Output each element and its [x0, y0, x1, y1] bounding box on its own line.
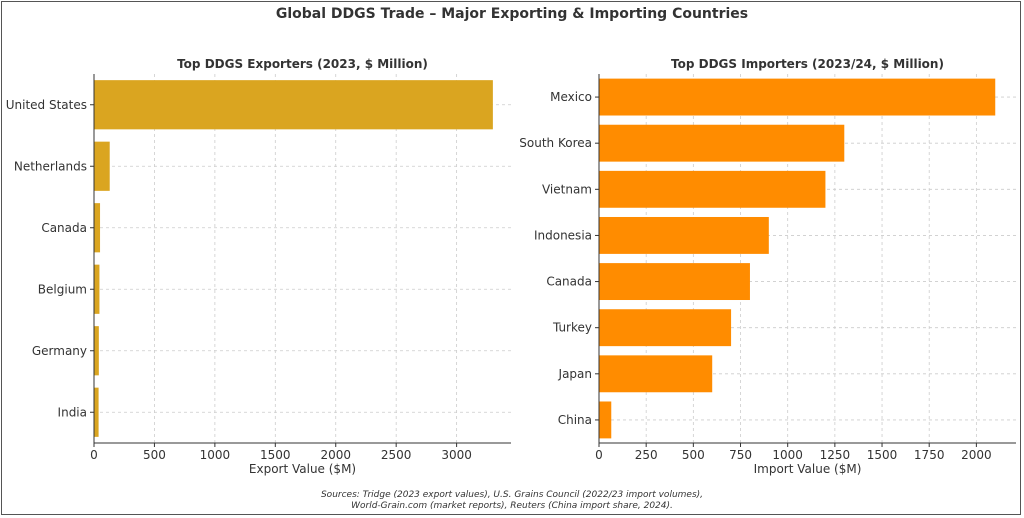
importer-bar	[599, 263, 750, 301]
sources-line-2: World-Grain.com (market reports), Reuter…	[351, 501, 673, 511]
exporter-bar	[94, 264, 100, 314]
y-tick-label: Vietnam	[542, 182, 592, 196]
x-tick-label: 2500	[381, 448, 412, 462]
x-tick-label: 1500	[867, 448, 898, 462]
x-axis-label: Import Value ($M)	[754, 462, 862, 476]
y-tick-label: South Korea	[519, 136, 592, 150]
importers-chart: Top DDGS Importers (2023/24, $ Million) 0…	[519, 57, 1016, 476]
x-tick-label: 750	[729, 448, 752, 462]
exporters-chart: Top DDGS Exporters (2023, $ Million) 0 500…	[6, 57, 511, 476]
y-tick-label: India	[58, 405, 87, 419]
sources-line-1: Sources: Tridge (2023 export values), U.…	[320, 490, 704, 500]
x-tick-label: 1250	[820, 448, 851, 462]
y-tick-label: Canada	[41, 221, 87, 235]
importer-bar	[599, 170, 826, 208]
y-tick-label: Turkey	[552, 321, 592, 335]
y-tick-label: Indonesia	[534, 228, 592, 242]
x-tick-label: 500	[143, 448, 166, 462]
importer-bar	[599, 216, 769, 254]
x-tick-label: 1500	[260, 448, 291, 462]
exporter-bar	[94, 387, 99, 437]
x-tick-label: 2000	[961, 448, 992, 462]
y-tick-label: Canada	[546, 275, 592, 289]
chart-title: Top DDGS Exporters (2023, $ Million)	[177, 57, 428, 71]
figure-title: Global DDGS Trade – Major Exporting & Im…	[275, 6, 749, 22]
exporter-bar	[94, 203, 101, 253]
y-tick-label: Germany	[32, 344, 87, 358]
y-tick-label: Belgium	[38, 282, 87, 296]
importer-bar	[599, 309, 732, 347]
exporter-bar	[94, 141, 110, 191]
x-tick-label: 0	[90, 448, 98, 462]
y-tick-label: China	[558, 413, 592, 427]
x-axis-label: Export Value ($M)	[249, 462, 356, 476]
importer-bar	[599, 124, 845, 162]
chart-title: Top DDGS Importers (2023/24, $ Million)	[671, 57, 944, 71]
x-tick-label: 0	[595, 448, 603, 462]
x-tick-label: 500	[682, 448, 705, 462]
x-tick-label: 3000	[441, 448, 472, 462]
exporter-bar	[94, 326, 99, 376]
importer-bar	[599, 78, 996, 116]
x-tick-label: 2000	[320, 448, 351, 462]
y-tick-label: United States	[6, 98, 87, 112]
y-tick-label: Mexico	[550, 90, 592, 104]
importer-bar	[599, 401, 612, 439]
x-tick-label: 1750	[914, 448, 945, 462]
exporter-bar	[94, 80, 493, 130]
y-tick-label: Netherlands	[14, 159, 87, 173]
x-tick-label: 1000	[200, 448, 231, 462]
importer-bar	[599, 355, 713, 393]
x-tick-label: 1000	[772, 448, 803, 462]
x-tick-label: 250	[635, 448, 658, 462]
sources-note: Sources: Tridge (2023 export values), U.…	[0, 490, 1024, 512]
y-tick-label: Japan	[558, 367, 592, 381]
